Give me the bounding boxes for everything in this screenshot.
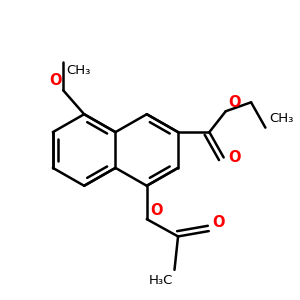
Text: O: O bbox=[212, 214, 225, 230]
Text: H₃C: H₃C bbox=[148, 274, 173, 287]
Text: O: O bbox=[228, 150, 241, 165]
Text: O: O bbox=[150, 203, 163, 218]
Text: CH₃: CH₃ bbox=[66, 64, 91, 76]
Text: O: O bbox=[49, 73, 62, 88]
Text: CH₃: CH₃ bbox=[269, 112, 293, 125]
Text: O: O bbox=[229, 95, 241, 110]
